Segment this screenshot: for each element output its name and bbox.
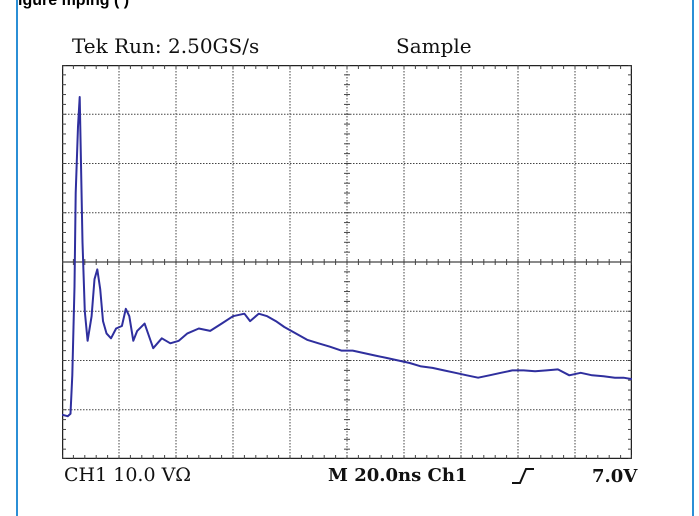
figure-frame: igure mping ( )	[16, 0, 694, 516]
run-status: Tek Run: 2.50GS/s	[72, 34, 260, 58]
oscilloscope-display	[62, 65, 632, 459]
waveform-trace	[62, 96, 632, 418]
scope-footer: CH1 10.0 VΩ M 20.0ns Ch1 7.0V	[62, 464, 637, 492]
channel-scale: CH1 10.0 VΩ	[64, 464, 192, 486]
scope-header: Tek Run: 2.50GS/s Sample	[72, 34, 672, 62]
waveform-layer	[62, 96, 632, 418]
graticule-grid	[62, 65, 632, 459]
acquisition-mode: Sample	[396, 34, 472, 58]
timebase-readout: M 20.0ns Ch1	[328, 465, 468, 486]
figure-caption: igure mping ( )	[18, 0, 130, 9]
trigger-level: 7.0V	[592, 466, 638, 487]
rising-edge-icon	[512, 468, 534, 484]
